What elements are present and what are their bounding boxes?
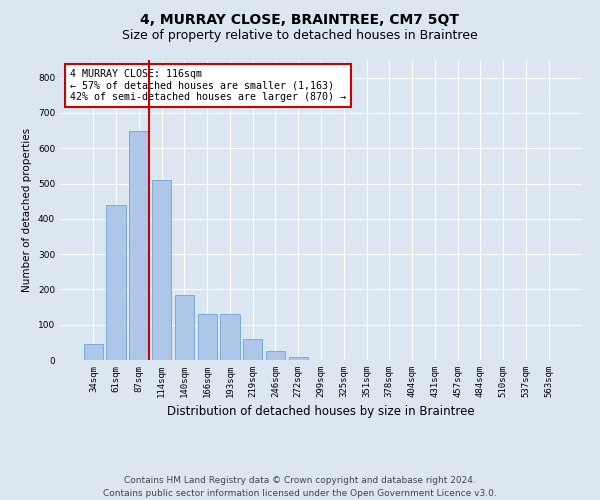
X-axis label: Distribution of detached houses by size in Braintree: Distribution of detached houses by size … — [167, 406, 475, 418]
Y-axis label: Number of detached properties: Number of detached properties — [22, 128, 32, 292]
Text: 4 MURRAY CLOSE: 116sqm
← 57% of detached houses are smaller (1,163)
42% of semi-: 4 MURRAY CLOSE: 116sqm ← 57% of detached… — [70, 69, 346, 102]
Bar — [129, 130, 149, 360]
Text: 4, MURRAY CLOSE, BRAINTREE, CM7 5QT: 4, MURRAY CLOSE, BRAINTREE, CM7 5QT — [140, 14, 460, 28]
Bar — [266, 351, 285, 360]
Text: Contains HM Land Registry data © Crown copyright and database right 2024.
Contai: Contains HM Land Registry data © Crown c… — [103, 476, 497, 498]
Text: Size of property relative to detached houses in Braintree: Size of property relative to detached ho… — [122, 30, 478, 43]
Bar — [220, 314, 239, 360]
Bar — [289, 357, 308, 360]
Bar — [175, 294, 194, 360]
Bar — [84, 344, 103, 360]
Bar — [106, 204, 126, 360]
Bar — [152, 180, 172, 360]
Bar — [243, 339, 262, 360]
Bar — [197, 314, 217, 360]
